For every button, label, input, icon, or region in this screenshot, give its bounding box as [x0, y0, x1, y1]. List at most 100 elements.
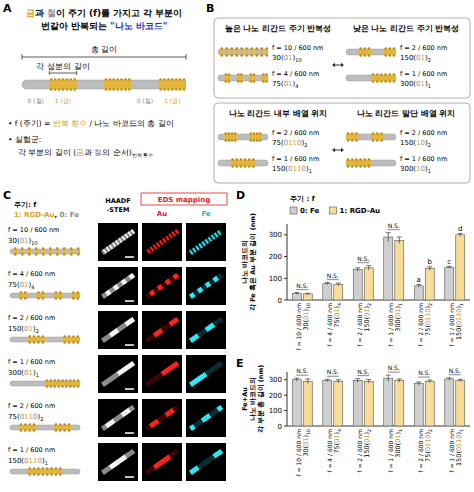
code-label: 75(0110)2: [424, 303, 433, 336]
ligand: [393, 47, 396, 50]
ligand: [61, 379, 64, 382]
text-part: 30(: [302, 445, 310, 456]
ligand: [359, 165, 362, 168]
y-tick-label: 0: [278, 297, 282, 305]
ligand: [244, 158, 247, 161]
ligand: [28, 335, 31, 338]
barcode-rod: [10, 467, 80, 476]
significance-letter: d: [458, 225, 462, 233]
ligand: [240, 165, 243, 168]
y-tick: [284, 256, 287, 257]
ligand: [240, 54, 243, 57]
x-tick-label: f = 2 / 600 nm: [417, 429, 424, 473]
rod-segment: [128, 405, 135, 412]
error-cap: [325, 379, 330, 380]
text-part: 10: [306, 429, 311, 435]
legend-swatch: [290, 207, 297, 214]
ligand: [77, 335, 80, 338]
ligand: [351, 165, 354, 168]
y-axis-title: 각 부분 총 길이 (nm): [257, 365, 265, 433]
gold-segment: [251, 49, 254, 55]
code-label: 150(0110)1: [8, 457, 48, 466]
ligand: [388, 80, 391, 83]
gold-segment: [346, 134, 359, 140]
ligand: [347, 158, 350, 161]
figure: ABCDE금과 철이 주기 (f)를 가지고 각 부분이번갈아 반복되는 "나노…: [0, 0, 474, 492]
ligand: [33, 429, 36, 432]
rod-image: [189, 361, 223, 387]
annotation: N.S.: [296, 367, 308, 374]
x-tick-label: f = 1 / 600 nm: [387, 429, 394, 473]
error-cap: [366, 379, 371, 380]
ligand: [376, 80, 379, 83]
ligand: [240, 47, 243, 50]
scale-bar: [125, 476, 134, 478]
ligand: [248, 158, 251, 161]
rod-segment: [124, 317, 135, 327]
ligand: [388, 54, 391, 57]
ligand: [347, 165, 350, 168]
rod-segment: [128, 273, 135, 280]
gold-segment: [19, 293, 28, 298]
bar: [384, 237, 393, 300]
code-label: 150(0110)1: [455, 429, 464, 466]
error-cap: [305, 293, 310, 294]
rod-image: [101, 273, 135, 299]
text-part: 2: [428, 57, 431, 63]
ligand: [72, 297, 75, 300]
code-label: 30(01)10: [8, 237, 38, 246]
ligand: [63, 247, 66, 250]
period-label: f = 1 / 600 nm: [8, 446, 55, 454]
ligand: [57, 385, 60, 388]
ligand: [68, 423, 71, 426]
gold-segment: [237, 75, 243, 81]
gold-segment: [63, 425, 72, 430]
text-part: 150(: [8, 457, 24, 465]
panel-letter: D: [236, 189, 245, 202]
error-cap: [305, 378, 310, 379]
ligand: [260, 47, 263, 50]
gold-segment: [54, 293, 63, 298]
legend-title: 주기: f: [14, 201, 37, 209]
ligand: [24, 423, 27, 426]
bar: [323, 284, 332, 300]
ligand: [359, 158, 362, 161]
ligand: [220, 47, 223, 50]
ligand: [347, 139, 350, 142]
label: 1: RGD-Au, 0: Fe: [14, 211, 79, 219]
ligand: [355, 165, 358, 168]
text-part: 75(: [424, 451, 432, 462]
gold-segment: [54, 425, 63, 430]
label: 번갈아 반복되는 "나노 바코드": [41, 21, 168, 31]
text-part: 300(: [394, 316, 402, 331]
ligand: [250, 54, 253, 57]
ligand: [235, 165, 238, 168]
label: 각 부분의 길이 (금과 철의 순서)반복 횟수: [18, 148, 154, 158]
label: • 실험군:: [8, 135, 41, 144]
gold-segment: [45, 469, 63, 474]
ligand: [42, 297, 45, 300]
ligand: [179, 78, 182, 81]
ligand: [120, 78, 123, 81]
ligand: [380, 80, 383, 83]
ligand: [368, 165, 371, 168]
ligand: [376, 139, 379, 142]
ligand: [55, 467, 58, 470]
gold-segment: [346, 160, 371, 166]
micrograph: [142, 443, 182, 481]
rod-image: [189, 317, 223, 343]
ligand: [70, 247, 73, 250]
error-bar: [460, 234, 461, 237]
error-cap: [386, 232, 391, 233]
ligand: [20, 291, 23, 294]
error-cap: [397, 378, 402, 379]
ligand: [252, 165, 255, 168]
ligand: [49, 253, 52, 256]
ligand: [55, 291, 58, 294]
rod-body: [218, 75, 268, 81]
error-bars: [294, 233, 463, 295]
ligand: [77, 253, 80, 256]
ligand: [237, 73, 240, 76]
ligand: [250, 73, 253, 76]
text-part: 75(: [8, 413, 20, 421]
